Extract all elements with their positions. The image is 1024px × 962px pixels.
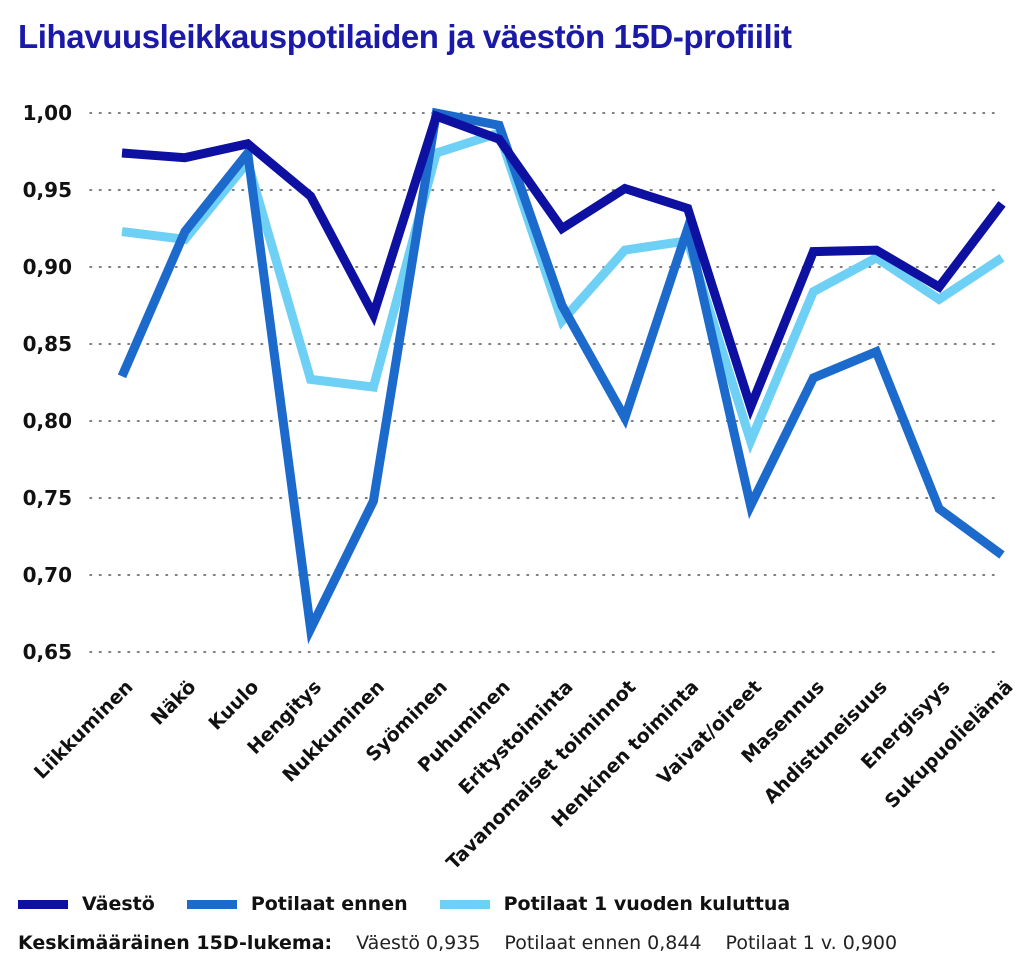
x-category-label: Liikkuminen [30, 676, 138, 784]
y-tick-label: 0,75 [23, 486, 72, 510]
series-line-potilaat-1-vuoden-kuluttua [121, 127, 1005, 455]
y-axis-ticks: 1,00 0,95 0,90 0,85 0,80 0,75 0,70 0,65 [23, 101, 72, 664]
average-label: Keskimääräinen 15D-lukema: [18, 932, 333, 954]
grid-lines [89, 112, 1001, 653]
chart-title: Lihavuusleikkauspotilaiden ja väestön 15… [18, 18, 792, 55]
y-tick-label: 0,85 [23, 332, 72, 356]
average-ennen: Potilaat ennen 0,844 [504, 932, 702, 954]
series-lines [117, 107, 1006, 645]
x-category-label: Eritystoiminta [454, 676, 577, 799]
line-chart: 1,00 0,95 0,90 0,85 0,80 0,75 0,70 0,65 Liikkum… [23, 101, 1018, 874]
y-tick-label: 0,90 [23, 255, 72, 279]
y-tick-label: 1,00 [23, 101, 72, 125]
x-category-label: Kuulo [205, 676, 264, 735]
series-line-potilaat-ennen [117, 107, 1005, 645]
legend-item-vaesto: Väestö [18, 893, 155, 915]
y-tick-label: 0,65 [23, 640, 72, 664]
y-tick-label: 0,70 [23, 563, 72, 587]
series-line-väestö [121, 110, 1006, 421]
x-axis-categories: Liikkuminen Näkö KuuloHengitysNukkuminenSy… [30, 676, 1018, 874]
y-tick-label: 0,95 [23, 178, 72, 202]
average-vaesto: Väestö 0,935 [356, 932, 481, 954]
legend-swatch [186, 899, 237, 909]
legend-swatch [18, 899, 68, 909]
x-category-label: Näkö [147, 676, 201, 730]
legend-label: Potilaat ennen [250, 893, 408, 915]
average-jalkeen: Potilaat 1 v. 0,900 [725, 932, 898, 954]
legend-swatch [439, 899, 490, 909]
legend: Väestö Potilaat ennen Potilaat 1 vuoden … [18, 889, 822, 919]
average-scores: Keskimääräinen 15D-lukema: Väestö 0,935 … [18, 929, 921, 957]
legend-item-potilaat-1v: Potilaat 1 vuoden kuluttua [439, 893, 791, 915]
legend-item-potilaat-ennen: Potilaat ennen [186, 893, 408, 915]
legend-label: Potilaat 1 vuoden kuluttua [503, 893, 791, 915]
y-tick-label: 0,80 [23, 409, 72, 433]
legend-label: Väestö [82, 893, 155, 915]
